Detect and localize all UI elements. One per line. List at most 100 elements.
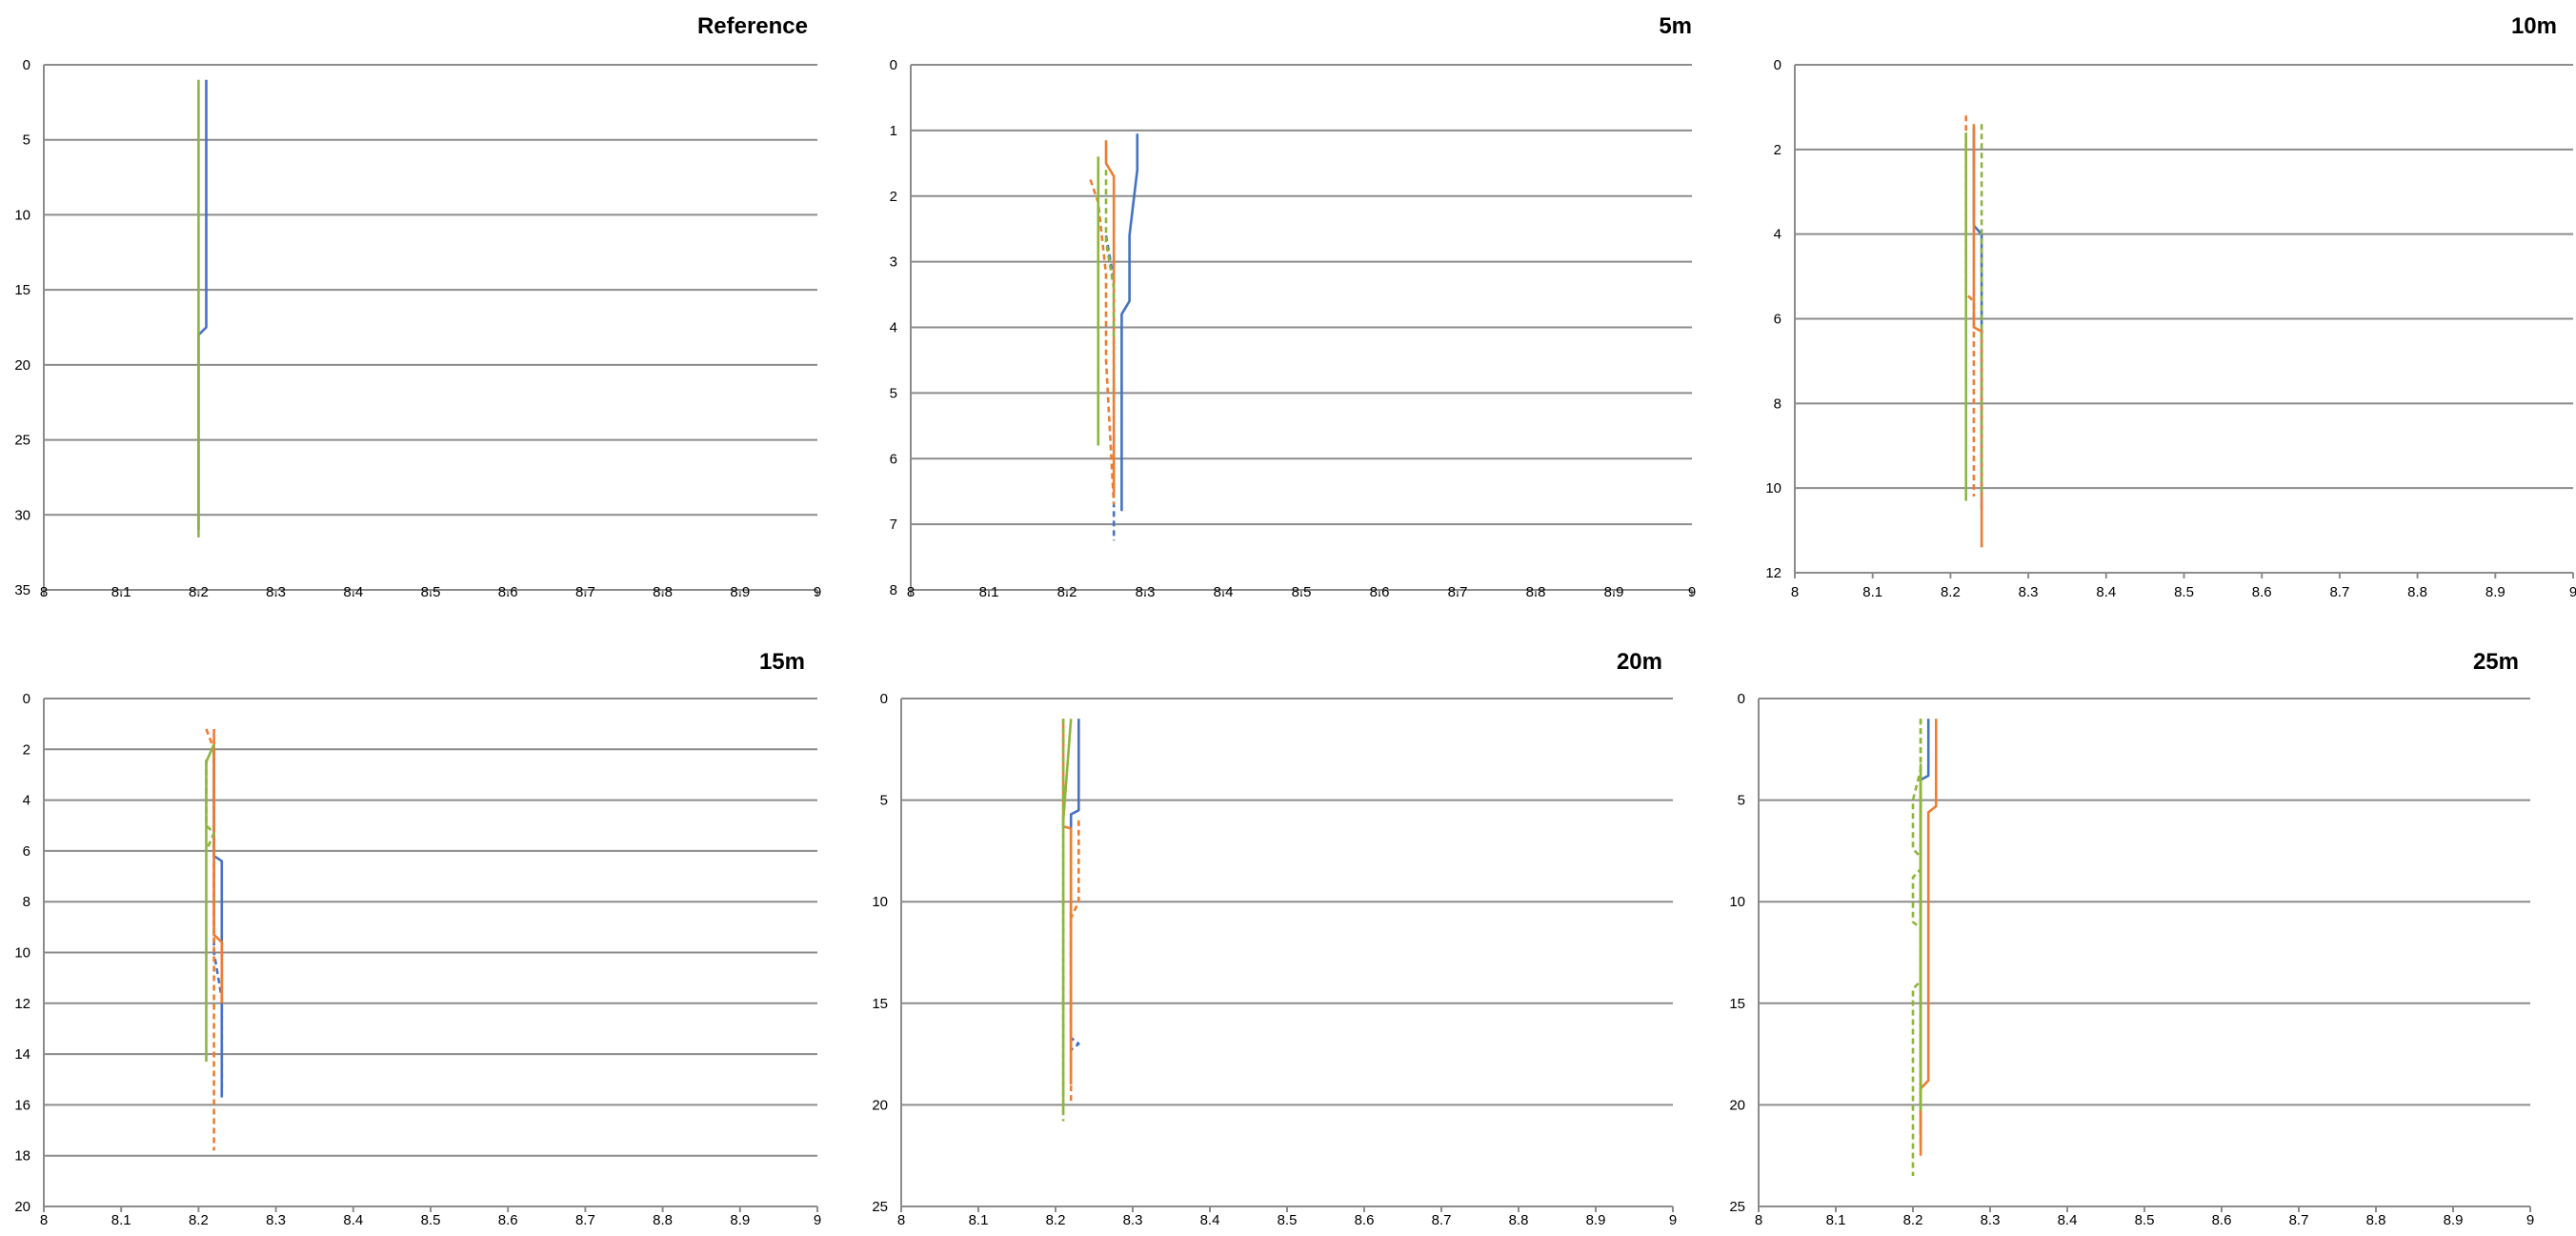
x-tick-label: 9: [2569, 584, 2576, 600]
x-tick-label: 9: [814, 584, 821, 600]
y-tick-label: 25: [14, 433, 30, 449]
x-tick-label: 8.8: [2407, 584, 2427, 600]
x-tick-label: 8.1: [111, 1212, 131, 1228]
x-tick-label: 8.7: [2329, 584, 2349, 600]
x-tick-label: 8.2: [1941, 584, 1961, 600]
y-tick-label: 2: [23, 741, 30, 758]
x-tick-label: 8.4: [1200, 1212, 1220, 1228]
y-tick-label: 20: [14, 1199, 30, 1215]
x-tick-label: 8.4: [1214, 584, 1234, 600]
series-line-orange-dashed: [205, 728, 215, 1151]
chart-15m: 15m 0 2 4 6 8 10 12 14 16 18 20 8 8.1 8.2 8.3 8.4 8.5 8.6 8…: [0, 634, 857, 1236]
series-line-green-dashed: [1911, 719, 1922, 1176]
x-tick-label: 8.6: [498, 1212, 518, 1228]
x-tick-label: 8.3: [2019, 584, 2039, 600]
x-tick-label: 8.5: [421, 584, 441, 600]
chart-svg: 15m 0 2 4 6 8 10 12 14 16 18 20 8 8.1 8.2 8.3 8.4 8.5 8.6 8…: [14, 649, 821, 1228]
y-tick-label: 12: [1765, 565, 1781, 581]
x-tick-label: 8.8: [653, 1212, 673, 1228]
y-tick-label: 4: [23, 793, 30, 809]
x-tick-label: 8: [1791, 584, 1799, 600]
x-tick-label: 8.5: [1292, 584, 1312, 600]
x-tick-label: 8.7: [1448, 584, 1468, 600]
chart-title: Reference: [697, 13, 808, 39]
x-tick-label: 8.9: [1604, 584, 1624, 600]
y-tick-label: 8: [23, 894, 30, 910]
x-tick-label: 8.2: [1057, 584, 1077, 600]
y-tick-label: 0: [23, 691, 30, 707]
y-tick-label: 10: [14, 207, 30, 223]
y-tick-label: 20: [872, 1097, 888, 1113]
y-tick-label: 16: [14, 1097, 30, 1113]
x-tick-label: 8.3: [266, 584, 286, 600]
x-tick-label: 8.6: [2212, 1212, 2232, 1228]
x-tick-label: 8.5: [2174, 584, 2194, 600]
chart-svg: Reference 0 5 10 15 20 25 30 35 8 8.1 8.2 8.3 8.4 8.5 8…: [14, 13, 821, 600]
x-tick-label: 8.4: [2058, 1212, 2078, 1228]
x-tick-label: 8.1: [111, 584, 131, 600]
y-tick-label: 0: [880, 691, 888, 707]
y-tick-label: 5: [23, 132, 30, 149]
x-tick-label: 8.1: [969, 1212, 989, 1228]
x-tick-label: 8.2: [1903, 1212, 1923, 1228]
x-tick-label: 8: [897, 1212, 905, 1228]
x-tick-label: 8.5: [1278, 1212, 1298, 1228]
chart-title: 15m: [759, 649, 805, 675]
x-tick-label: 8.7: [575, 1212, 595, 1228]
series-line-blue-dashed: [212, 749, 224, 1101]
y-tick-label: 15: [872, 996, 888, 1012]
y-tick-label: 14: [14, 1046, 30, 1063]
x-tick-label: 8.3: [1136, 584, 1156, 600]
y-tick-label: 25: [872, 1199, 888, 1215]
x-tick-label: 8.3: [1123, 1212, 1143, 1228]
x-tick-label: 9: [1688, 584, 1696, 600]
x-tick-label: 8.8: [1509, 1212, 1529, 1228]
x-tick-label: 8.3: [266, 1212, 286, 1228]
y-tick-label: 2: [1774, 142, 1781, 158]
y-tick-label: 0: [1774, 57, 1781, 73]
y-tick-label: 5: [1738, 793, 1745, 809]
chart-svg: 5m 0 1 2 3 4 5 6 7 8 8 8.1 8.2 8.3 8.4 8.5 8.6 8.7 8.8 8.9 9: [890, 13, 1697, 600]
y-tick-label: 0: [1738, 691, 1745, 707]
y-tick-label: 12: [14, 996, 30, 1012]
chart-title: 10m: [2511, 13, 2557, 39]
y-tick-label: 18: [14, 1148, 30, 1165]
x-tick-label: 8: [1755, 1212, 1762, 1228]
chart-title: 5m: [1659, 13, 1692, 39]
x-tick-label: 8.4: [2096, 584, 2116, 600]
chart-20m: 20m 0 5 10 15 20 25 8 8.1 8.2 8.3 8.4 8.5 8.6 8.7 8.8 8.…: [867, 634, 1724, 1236]
y-tick-label: 20: [1729, 1097, 1745, 1113]
chart-title: 20m: [1617, 649, 1662, 675]
series-line-orange-dashed: [1069, 820, 1080, 1105]
y-tick-label: 15: [1729, 996, 1745, 1012]
y-tick-label: 7: [890, 517, 897, 533]
chart-svg: 20m 0 5 10 15 20 25 8 8.1 8.2 8.3 8.4 8.5 8.6 8.7 8.8 8.…: [872, 649, 1677, 1228]
y-tick-label: 4: [890, 320, 897, 336]
y-tick-label: 25: [1729, 1199, 1745, 1215]
x-tick-label: 8: [907, 584, 915, 600]
chart-title: 25m: [2473, 649, 2519, 675]
x-tick-label: 8.9: [730, 1212, 750, 1228]
y-tick-label: 3: [890, 254, 897, 271]
x-tick-label: 8: [40, 584, 48, 600]
series-line-orange: [1104, 140, 1116, 498]
x-tick-label: 8.9: [2444, 1212, 2464, 1228]
y-tick-label: 30: [14, 507, 30, 523]
y-tick-label: 15: [14, 282, 30, 298]
y-tick-label: 8: [890, 582, 897, 598]
series-line-green-dashed: [1104, 170, 1116, 341]
y-tick-label: 6: [23, 843, 30, 860]
y-tick-label: 0: [890, 57, 897, 73]
y-tick-label: 1: [890, 123, 897, 139]
x-tick-label: 8.6: [498, 584, 518, 600]
chart-25m: 25m 0 5 10 15 20 25 8 8.1 8.2 8.3 8.4 8.5 8.6 8.7 8.8 8.…: [1719, 634, 2576, 1236]
x-tick-label: 9: [814, 1212, 821, 1228]
x-tick-label: 8.2: [189, 1212, 209, 1228]
x-tick-label: 8.8: [1526, 584, 1546, 600]
y-tick-label: 10: [14, 945, 30, 962]
y-tick-label: 4: [1774, 227, 1781, 243]
series-line-orange-dashed: [1089, 179, 1116, 505]
x-tick-label: 8.4: [343, 584, 363, 600]
x-tick-label: 8.4: [343, 1212, 363, 1228]
y-tick-label: 10: [1765, 480, 1781, 496]
